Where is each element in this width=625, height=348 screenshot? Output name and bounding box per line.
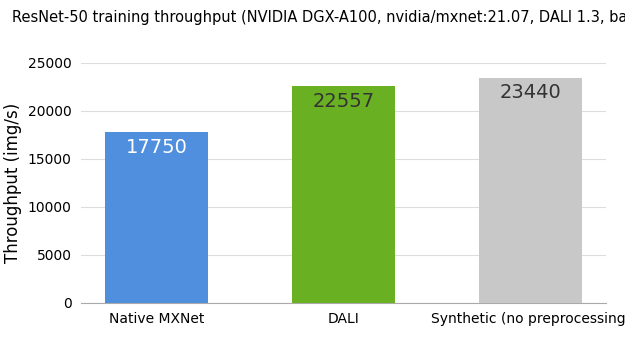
- Text: ResNet-50 training throughput (NVIDIA DGX-A100, nvidia/mxnet:21.07, DALI 1.3, ba: ResNet-50 training throughput (NVIDIA DG…: [12, 10, 625, 25]
- Text: 23440: 23440: [500, 84, 562, 102]
- Y-axis label: Throughput (img/s): Throughput (img/s): [4, 103, 22, 263]
- Bar: [292, 86, 395, 303]
- Text: 17750: 17750: [126, 138, 188, 157]
- Bar: [105, 132, 208, 303]
- Bar: [479, 78, 582, 303]
- Text: 22557: 22557: [312, 92, 375, 111]
